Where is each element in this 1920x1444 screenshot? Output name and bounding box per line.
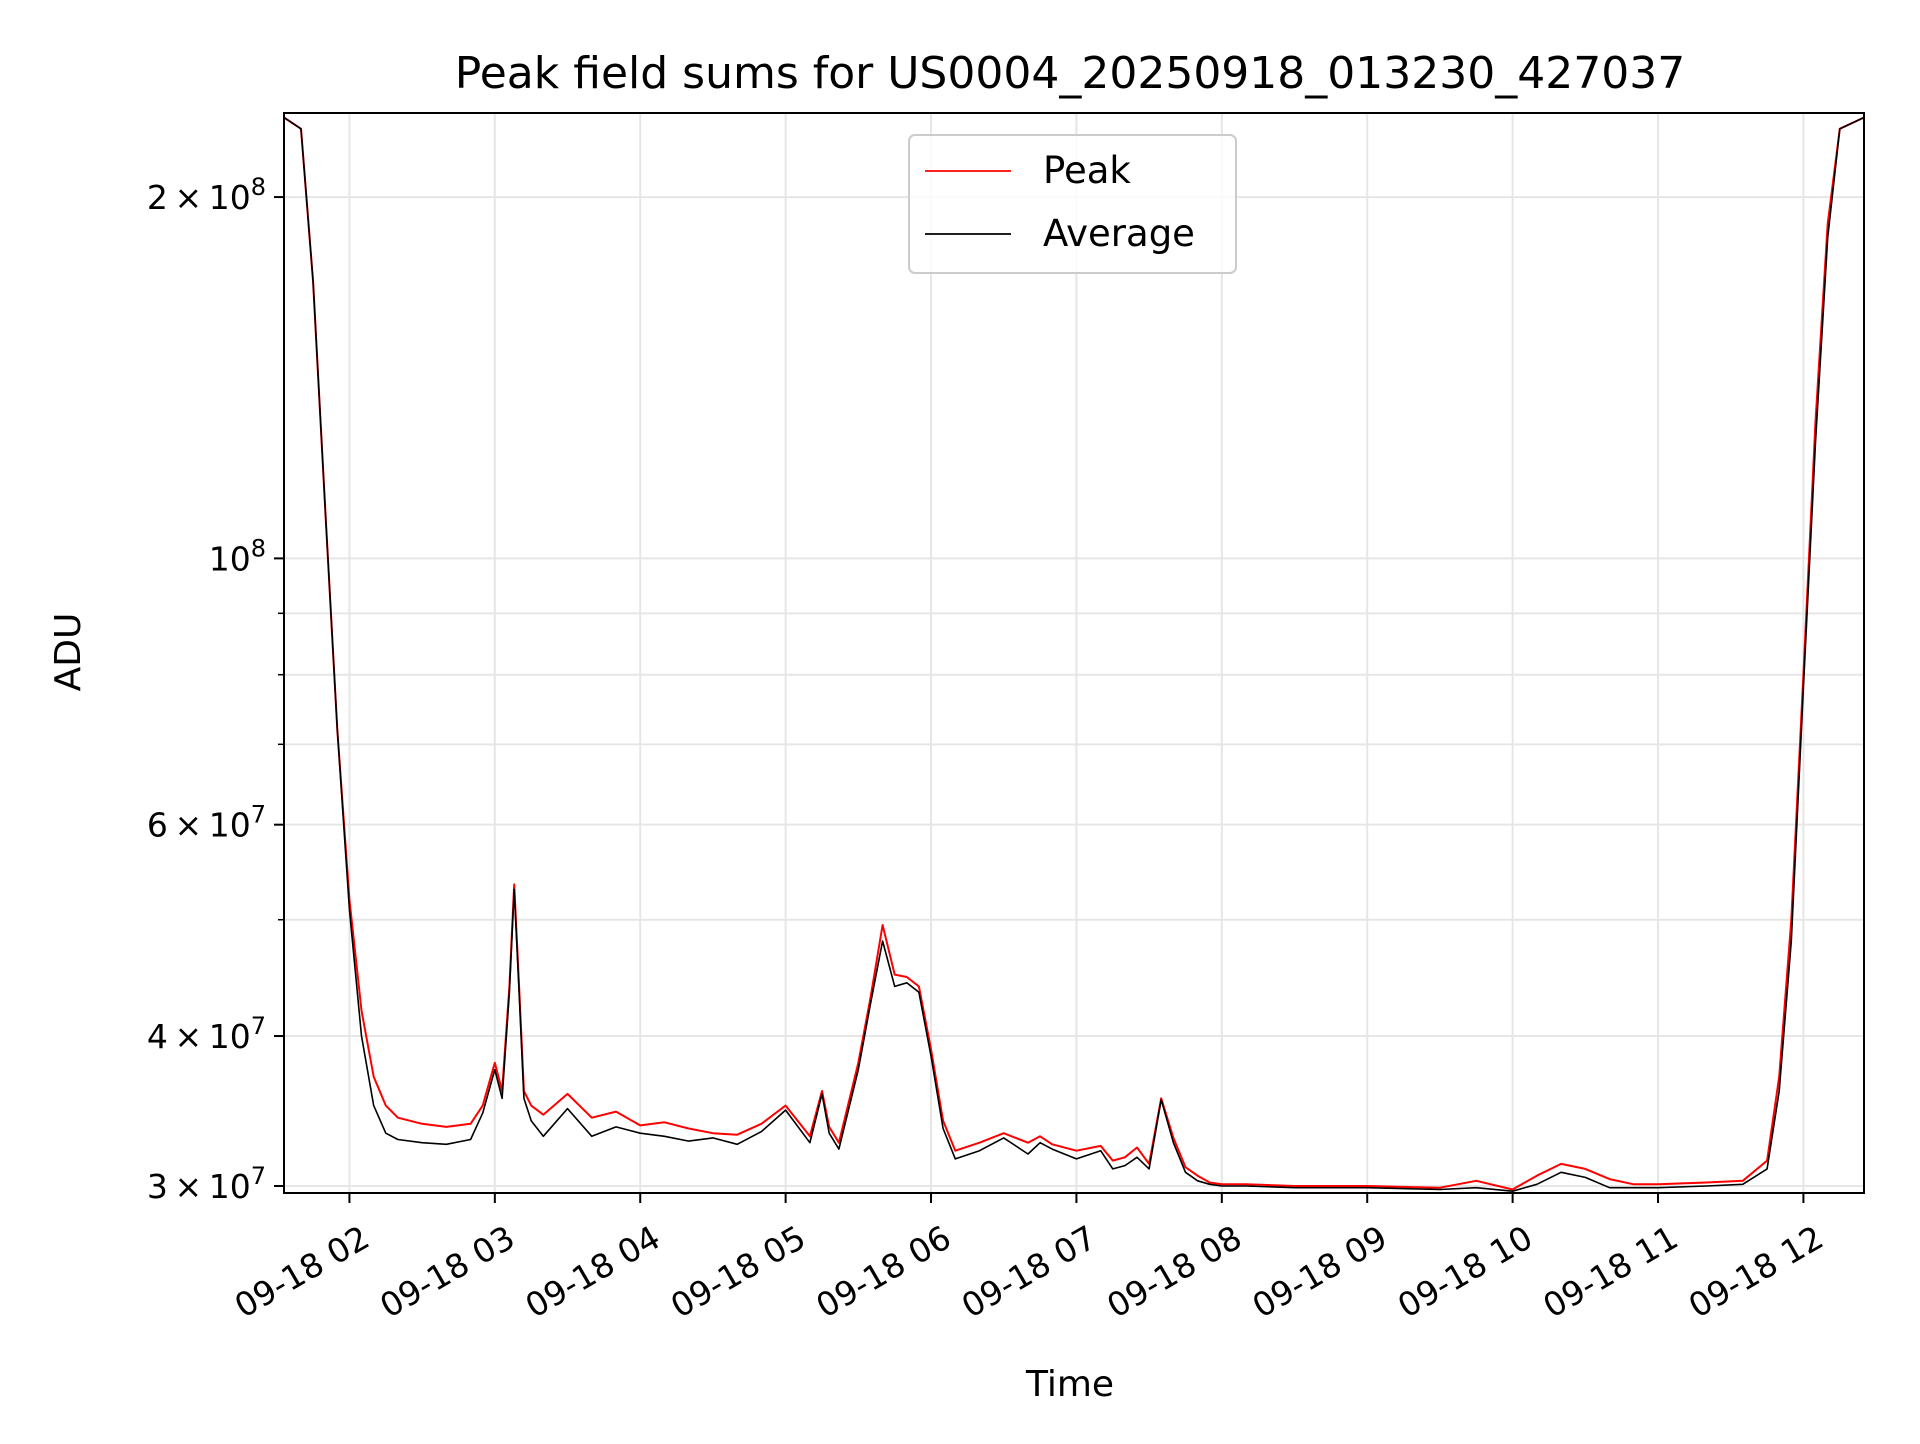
y-tick-mantissa: 2 × 10 xyxy=(147,178,251,217)
series-line-peak xyxy=(283,116,1865,1191)
y-tick-exponent: 7 xyxy=(251,1012,266,1040)
y-tick-label: 6 × 107 xyxy=(147,801,266,845)
y-tick-mantissa: 6 × 10 xyxy=(147,806,251,845)
x-axis-label: Time xyxy=(1025,1364,1114,1405)
y-axis-label: ADU xyxy=(48,613,89,692)
legend-label-average: Average xyxy=(1043,212,1195,255)
legend-box xyxy=(908,134,1237,274)
y-tick-label: 2 × 108 xyxy=(147,173,266,217)
y-tick-mantissa: 3 × 10 xyxy=(147,1167,251,1206)
y-tick-label: 108 xyxy=(209,534,266,578)
y-tick-exponent: 8 xyxy=(251,534,266,562)
y-tick-label: 4 × 107 xyxy=(147,1012,266,1056)
series-line-average xyxy=(283,116,1865,1192)
y-tick-exponent: 7 xyxy=(251,801,266,829)
y-tick-mantissa: 4 × 10 xyxy=(147,1017,251,1056)
legend: Peak Average xyxy=(908,134,1237,274)
chart-title: Peak field sums for US0004_20250918_0132… xyxy=(455,48,1685,99)
grid xyxy=(284,113,1864,1193)
plot-lines xyxy=(283,116,1865,1192)
y-tick-exponent: 8 xyxy=(251,173,266,201)
y-tick-base: 10 xyxy=(209,539,251,578)
axes-frame xyxy=(283,112,1865,1194)
y-tick-label: 3 × 107 xyxy=(147,1162,266,1206)
legend-label-peak: Peak xyxy=(1043,149,1131,192)
y-tick-exponent: 7 xyxy=(251,1162,266,1190)
